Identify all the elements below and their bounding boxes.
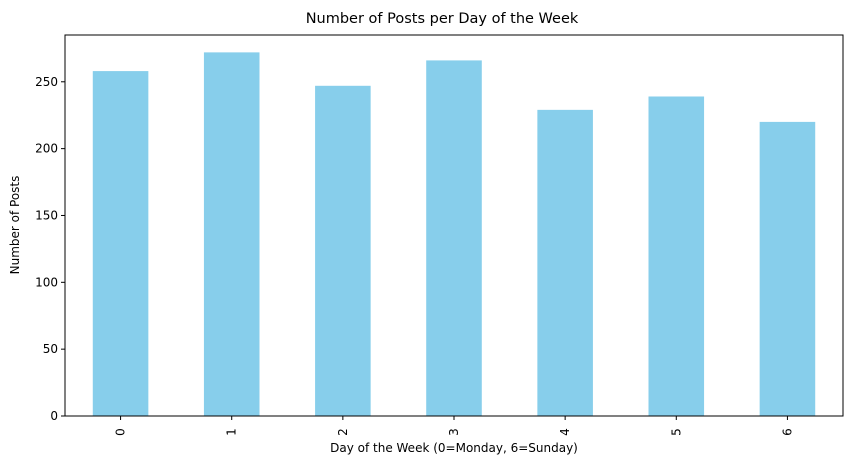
x-tick-label: 2: [336, 428, 350, 436]
bar-3: [426, 60, 482, 417]
x-tick-label: 5: [669, 428, 683, 436]
x-tick-label: 4: [558, 428, 572, 436]
y-axis-ticks: 0 50 100 150 200 250: [35, 75, 65, 423]
y-tick-label: 50: [43, 342, 58, 356]
chart-title: Number of Posts per Day of the Week: [306, 11, 579, 27]
x-tick-label: 1: [225, 428, 239, 436]
y-tick-label: 200: [35, 142, 58, 156]
x-tick-label: 6: [780, 428, 794, 436]
y-tick-label: 0: [50, 409, 58, 423]
x-tick-label: 0: [114, 428, 128, 436]
y-tick-label: 150: [35, 208, 58, 222]
bar-1: [203, 52, 260, 417]
bar-6: [759, 121, 816, 416]
bar-5: [648, 96, 705, 416]
bar-0: [92, 71, 149, 417]
x-tick-label: 3: [447, 428, 461, 436]
y-tick-label: 100: [35, 275, 58, 289]
bar-4: [537, 109, 593, 416]
y-axis-label: Number of Posts: [8, 176, 22, 275]
y-tick-label: 250: [35, 75, 58, 89]
bars-group: [92, 52, 816, 417]
x-axis-label: Day of the Week (0=Monday, 6=Sunday): [330, 441, 578, 455]
x-axis-ticks: 0 1 2 3 4 5 6: [114, 416, 794, 436]
bar-2: [315, 85, 371, 417]
plot-frame: [64, 34, 844, 417]
